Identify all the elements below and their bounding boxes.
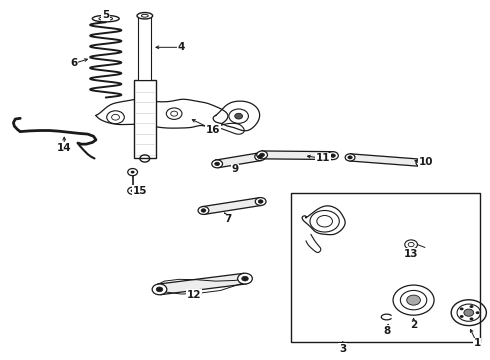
- Circle shape: [260, 153, 265, 157]
- Circle shape: [215, 162, 220, 166]
- Circle shape: [460, 315, 464, 318]
- Text: 8: 8: [383, 325, 391, 336]
- Text: 13: 13: [404, 248, 418, 258]
- Circle shape: [255, 153, 266, 161]
- Circle shape: [255, 198, 266, 206]
- Circle shape: [469, 318, 473, 320]
- Bar: [139, 15, 151, 80]
- Circle shape: [328, 152, 338, 159]
- Text: 5: 5: [102, 10, 109, 20]
- Circle shape: [152, 284, 167, 295]
- Polygon shape: [262, 151, 333, 159]
- Text: 4: 4: [178, 42, 185, 52]
- Circle shape: [310, 211, 339, 232]
- Text: 12: 12: [187, 290, 201, 300]
- Circle shape: [131, 189, 135, 192]
- Polygon shape: [349, 154, 421, 166]
- Polygon shape: [213, 101, 260, 131]
- Circle shape: [331, 154, 335, 157]
- Ellipse shape: [137, 13, 153, 19]
- Polygon shape: [302, 206, 345, 235]
- Circle shape: [457, 304, 481, 321]
- Circle shape: [400, 291, 427, 310]
- Text: 10: 10: [418, 157, 433, 167]
- Circle shape: [348, 156, 352, 159]
- Circle shape: [257, 151, 268, 159]
- Polygon shape: [158, 273, 246, 295]
- Circle shape: [451, 300, 487, 325]
- Ellipse shape: [103, 18, 108, 20]
- Circle shape: [405, 240, 417, 249]
- Circle shape: [345, 154, 355, 161]
- Text: 14: 14: [57, 143, 72, 153]
- Text: 1: 1: [473, 338, 481, 348]
- Circle shape: [238, 273, 252, 284]
- Bar: [292, 193, 480, 342]
- Circle shape: [476, 311, 480, 314]
- Circle shape: [128, 187, 138, 194]
- Circle shape: [258, 155, 263, 158]
- Circle shape: [464, 309, 474, 316]
- Polygon shape: [349, 154, 421, 166]
- Circle shape: [107, 111, 124, 124]
- Circle shape: [407, 295, 420, 305]
- Circle shape: [166, 108, 182, 120]
- Text: 3: 3: [339, 343, 346, 354]
- Text: 6: 6: [71, 58, 77, 68]
- Text: 11: 11: [316, 153, 330, 163]
- Ellipse shape: [92, 15, 119, 22]
- Polygon shape: [216, 153, 261, 168]
- Text: 15: 15: [133, 186, 147, 196]
- Circle shape: [198, 207, 209, 215]
- Text: 7: 7: [224, 215, 232, 224]
- Circle shape: [242, 276, 248, 281]
- Text: 9: 9: [232, 164, 239, 174]
- Bar: [134, 80, 156, 158]
- Circle shape: [317, 216, 332, 227]
- Circle shape: [201, 209, 206, 212]
- Circle shape: [128, 168, 138, 176]
- Circle shape: [258, 200, 263, 203]
- Circle shape: [156, 287, 163, 292]
- Polygon shape: [218, 123, 245, 134]
- Circle shape: [212, 160, 222, 168]
- Text: 16: 16: [206, 125, 220, 135]
- Circle shape: [418, 161, 423, 165]
- Circle shape: [229, 109, 248, 123]
- Polygon shape: [202, 198, 262, 214]
- Polygon shape: [262, 151, 333, 159]
- Polygon shape: [158, 273, 246, 295]
- Polygon shape: [306, 234, 321, 252]
- Text: 2: 2: [410, 320, 417, 330]
- Circle shape: [131, 171, 135, 174]
- Circle shape: [416, 159, 426, 166]
- Circle shape: [393, 285, 434, 315]
- Circle shape: [460, 307, 464, 310]
- Polygon shape: [96, 99, 228, 128]
- Polygon shape: [202, 198, 262, 214]
- Circle shape: [235, 113, 243, 119]
- Circle shape: [469, 305, 473, 308]
- Polygon shape: [216, 153, 261, 168]
